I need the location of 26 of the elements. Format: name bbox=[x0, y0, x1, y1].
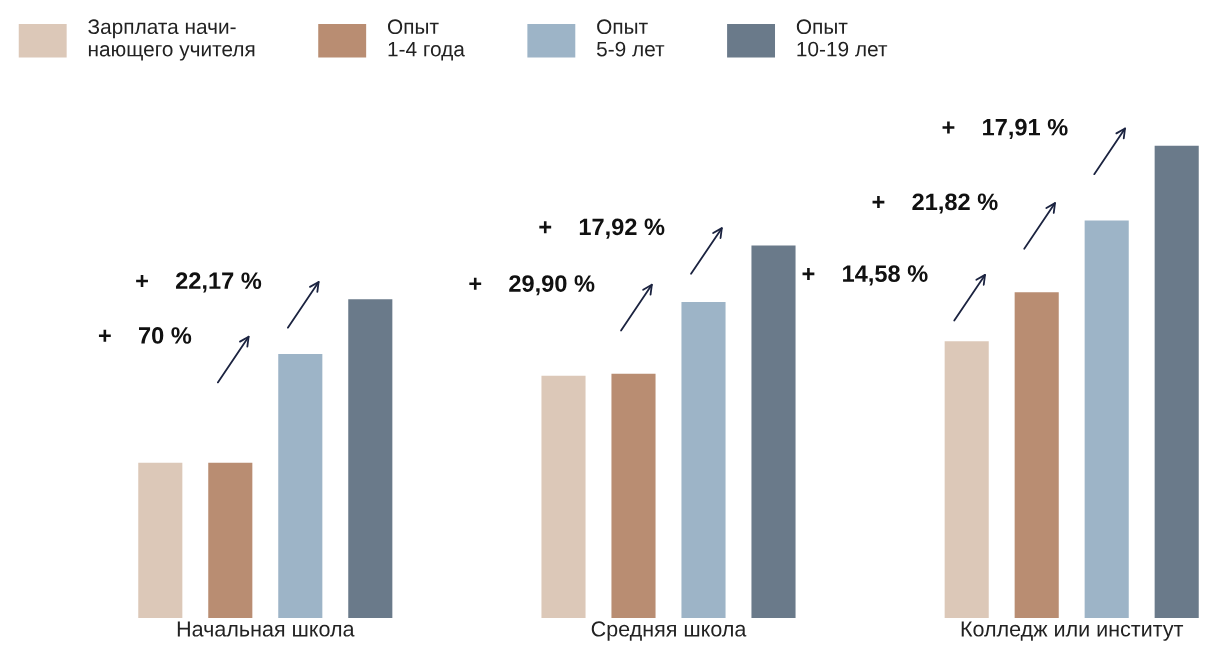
annotation: + 22,17 % bbox=[136, 272, 262, 293]
bar bbox=[138, 462, 183, 618]
text: + 17,91 % bbox=[942, 118, 1068, 140]
bar bbox=[681, 302, 726, 618]
annotation: + 70 % bbox=[98, 327, 192, 344]
annotation: + 29,90 % bbox=[469, 275, 595, 296]
bar bbox=[278, 354, 323, 618]
annotation: + 17,92 % bbox=[539, 218, 665, 239]
annotation: + 21,82 % bbox=[872, 193, 998, 214]
bar bbox=[611, 373, 656, 618]
bar bbox=[541, 375, 586, 618]
legend-label: Опыт 10-19 лет bbox=[796, 19, 888, 57]
bar bbox=[208, 462, 253, 618]
x-tick-label: Колледж или институт bbox=[961, 621, 1184, 641]
legend-label: Опыт 1-4 года bbox=[387, 19, 465, 61]
legend-label: Зарплата начи- нающего учителя bbox=[88, 19, 255, 61]
bar bbox=[348, 299, 393, 618]
bar bbox=[751, 245, 796, 618]
bar bbox=[1154, 145, 1199, 618]
x-tick-label: Средняя школа bbox=[591, 621, 747, 641]
bar bbox=[944, 341, 989, 618]
annotation: + 14,58 % bbox=[802, 265, 928, 286]
legend-label: Опыт 5-9 лет bbox=[596, 19, 665, 57]
bar bbox=[1014, 292, 1059, 618]
x-tick-label: Начальная школа bbox=[177, 621, 355, 637]
bar bbox=[1084, 220, 1129, 618]
